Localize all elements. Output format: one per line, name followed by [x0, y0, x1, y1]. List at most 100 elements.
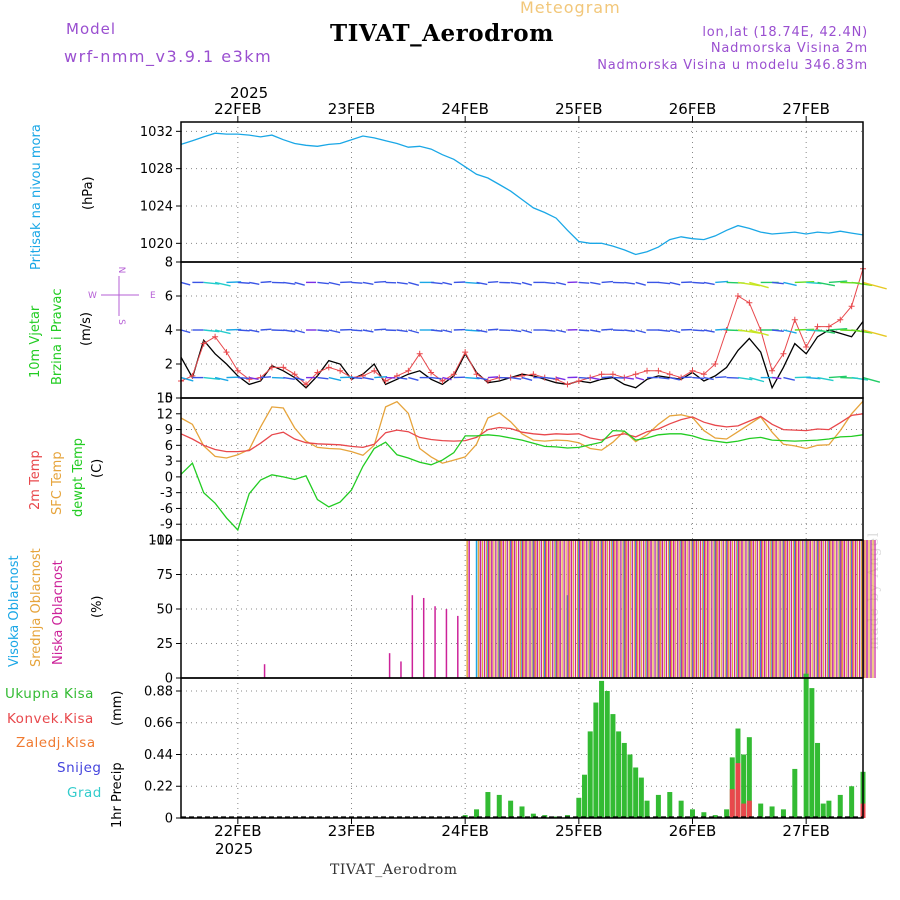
precip-bar — [644, 800, 650, 818]
wind-arrow — [430, 281, 443, 285]
wind-arrow — [544, 281, 556, 285]
wind-gust-marker — [200, 340, 207, 347]
precip-bar — [587, 731, 593, 818]
wind-arrow — [510, 376, 522, 380]
wind-arrow — [249, 376, 259, 381]
precip-bar — [701, 812, 707, 818]
wind-arrow — [283, 329, 296, 333]
wind-gust-marker — [609, 371, 616, 378]
precip-bar — [604, 690, 610, 818]
wind-arrow — [260, 328, 272, 331]
wind-arrow — [476, 376, 488, 381]
year-label-bottom: 2025 — [215, 840, 254, 858]
wind-arrow — [669, 376, 680, 381]
precip-bar — [792, 768, 798, 818]
wind-arrow — [703, 281, 715, 286]
panel-frame — [180, 397, 864, 541]
model-label: Model — [66, 20, 117, 38]
y-tick-label: -12 — [152, 534, 173, 549]
x-tick-label-bottom: 27FEB — [782, 822, 829, 840]
sfc-temp-line — [180, 400, 864, 464]
x-tick-label-bottom: 24FEB — [441, 822, 488, 840]
wind-gust-marker — [405, 367, 412, 374]
wind-arrow — [430, 376, 442, 380]
wind-arrow — [703, 329, 715, 333]
x-tick-label-top: 27FEB — [782, 100, 829, 118]
y-tick-label: 25 — [156, 637, 173, 652]
x-tick-label-bottom: 25FEB — [555, 822, 602, 840]
compass-w: W — [88, 291, 97, 301]
precip-bar — [616, 731, 622, 818]
precip-bar — [690, 809, 695, 818]
wind-arrow — [806, 376, 821, 380]
wind-arrow — [715, 328, 729, 331]
wind-gust-marker — [689, 367, 696, 374]
x-tick-label-bottom: 22FEB — [214, 822, 261, 840]
precip-bar — [826, 800, 832, 818]
wind-arrow — [203, 281, 220, 285]
wind-arrow — [510, 281, 522, 285]
wind-gust-marker — [234, 367, 241, 374]
footer-station: TIVAT_Aerodrom — [330, 862, 458, 878]
y-tick-label: 0.66 — [144, 716, 173, 731]
wind-arrow — [317, 281, 329, 285]
lonlat-info: lon,lat (18.74E, 42.4N) — [702, 25, 868, 40]
wind-arrow — [203, 329, 220, 333]
wind-arrow — [214, 329, 231, 335]
wind-arrow — [180, 281, 191, 286]
wind-arrow — [669, 329, 681, 334]
y-tick-label: 0.88 — [144, 684, 173, 699]
wind-arrow — [317, 376, 329, 380]
wind-arrow — [487, 328, 499, 331]
wind-arrow — [249, 329, 260, 333]
precip-bar — [530, 813, 536, 818]
precip-bar — [758, 803, 764, 818]
wind-arrow — [430, 329, 443, 332]
wind-arrow — [351, 329, 363, 332]
y-tick-label: 0 — [165, 392, 173, 407]
wind-arrow — [260, 376, 272, 379]
precip-bar — [474, 809, 480, 818]
wind-arrow — [737, 329, 761, 334]
wind-gust-marker — [575, 378, 582, 384]
wind-gust-marker — [734, 293, 741, 299]
wind-arrow — [794, 281, 815, 284]
precip-bar — [815, 742, 821, 818]
wind-arrow — [214, 281, 231, 287]
wind-arrow — [442, 376, 452, 381]
wind-arrow — [862, 376, 881, 383]
panel-frame — [180, 121, 864, 263]
y-tick-label: 6 — [165, 290, 173, 305]
wind-arrow — [737, 376, 753, 381]
dewpt-line — [180, 429, 864, 532]
legend-total-rain: Ukupna Kisa — [5, 686, 94, 702]
wind-arrow — [396, 281, 408, 285]
wind-arrow — [862, 329, 887, 338]
precip-bar — [809, 688, 815, 818]
wind-arrow — [771, 376, 782, 380]
y-tick-label: 100 — [148, 534, 173, 549]
wind-arrow — [578, 281, 590, 284]
y-tick-label: 2 — [165, 358, 173, 373]
wind-arrow — [351, 376, 363, 380]
wind-arrow — [703, 376, 714, 381]
y-tick-label: 0.22 — [144, 780, 173, 795]
wind-arrow — [328, 376, 342, 382]
wind-gust-marker — [564, 381, 571, 388]
x-tick-label-top: 24FEB — [441, 100, 488, 118]
wind-arrow — [374, 375, 388, 379]
wind-arrow — [715, 280, 729, 284]
wind-arrow — [465, 376, 480, 380]
precip-bar — [746, 737, 752, 818]
wind-arrow — [828, 327, 848, 331]
wind-gust-marker — [712, 361, 719, 367]
wind-arrow — [783, 376, 795, 381]
wind-arrow — [396, 376, 408, 380]
compass-s: S — [116, 319, 126, 325]
wind-arrow — [783, 281, 797, 287]
wind-arrow — [590, 329, 601, 333]
wind-gust-marker — [598, 371, 605, 378]
wind-arrow — [771, 281, 784, 285]
panel-frame — [180, 677, 864, 819]
